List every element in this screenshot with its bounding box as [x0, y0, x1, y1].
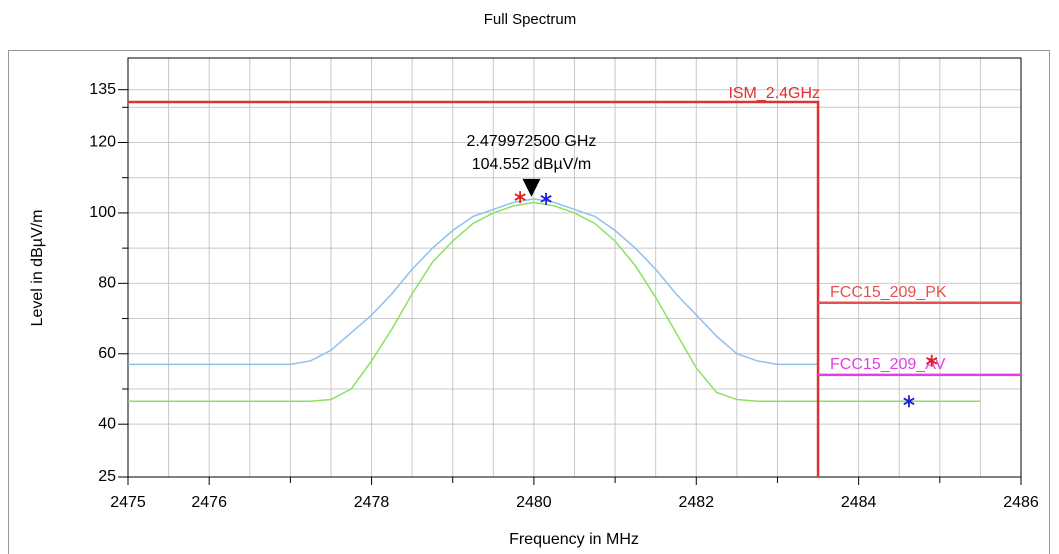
y-tick-label: 120	[89, 134, 116, 151]
plot-frame	[127, 57, 1022, 478]
marker-point	[926, 354, 938, 367]
peak-marker	[522, 178, 541, 197]
x-tick-label: 2486	[1003, 494, 1039, 511]
marker-point	[903, 395, 915, 408]
y-tick-label: 25	[98, 468, 116, 485]
y-axis-label: Level in dBµV/m	[29, 210, 46, 327]
x-tick-label: 2480	[516, 494, 552, 511]
limit-line	[128, 100, 820, 477]
y-tick-label: 40	[98, 415, 116, 432]
x-tick-label: 2476	[191, 494, 227, 511]
y-tick-label: 80	[98, 275, 116, 292]
x-tick-label: 2478	[354, 494, 390, 511]
chart-title: Full Spectrum	[484, 11, 577, 28]
x-tick-label: 2475	[110, 494, 146, 511]
limit-label: FCC15_209_AV	[830, 356, 946, 373]
marker-point	[540, 192, 552, 205]
y-tick-label: 60	[98, 345, 116, 362]
x-tick-label: 2482	[678, 494, 714, 511]
trace-line	[128, 198, 819, 366]
x-axis-label: Frequency in MHz	[509, 531, 639, 548]
marker-point	[514, 191, 526, 204]
marker-label: 2.479972500 GHz	[467, 133, 597, 150]
trace-line	[128, 201, 981, 403]
limit-label: ISM_2.4GHz	[728, 85, 820, 102]
limit-label: FCC15_209_PK	[830, 284, 947, 301]
y-tick-label: 100	[89, 204, 116, 221]
marker-label: 104.552 dBµV/m	[472, 156, 592, 173]
y-tick-label: 135	[89, 81, 116, 98]
x-tick-label: 2484	[841, 494, 877, 511]
panel-border	[8, 50, 1050, 554]
